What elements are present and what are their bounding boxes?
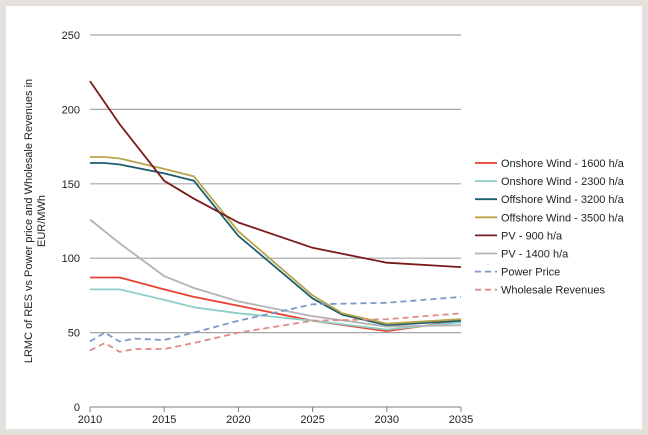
legend-label-6: PV - 1400 h/a bbox=[501, 249, 569, 261]
x-tick-label-2020: 2020 bbox=[226, 414, 250, 426]
y-tick-label-0: 0 bbox=[74, 402, 80, 414]
chart-frame: 0 50 100 150 200 250 2010 2015 2020 2025 2030 2035 L… bbox=[6, 6, 642, 429]
series-line-8 bbox=[89, 312, 462, 353]
y-tick-label-250: 250 bbox=[62, 30, 80, 42]
x-tick-label-2035: 2035 bbox=[449, 414, 473, 426]
legend-label-5: PV - 900 h/a bbox=[501, 230, 563, 242]
series-line-5 bbox=[89, 80, 462, 268]
x-tick-label-2015: 2015 bbox=[152, 414, 176, 426]
y-tick-label-150: 150 bbox=[62, 179, 80, 191]
series-line-7 bbox=[89, 296, 462, 343]
legend-label-1: Onshore Wind - 1600 h/a bbox=[501, 158, 625, 170]
legend-label-4: Offshore Wind - 3500 h/a bbox=[501, 212, 625, 224]
x-tick-label-2010: 2010 bbox=[78, 414, 102, 426]
y-tick-label-200: 200 bbox=[62, 104, 80, 116]
legend-label-3: Offshore Wind - 3200 h/a bbox=[501, 194, 625, 206]
series-line-4 bbox=[90, 156, 462, 325]
legend-label-2: Onshore Wind - 2300 h/a bbox=[501, 176, 625, 188]
x-tick-label-2030: 2030 bbox=[375, 414, 399, 426]
series-line-1 bbox=[90, 276, 462, 332]
x-tick-label-2025: 2025 bbox=[300, 414, 324, 426]
y-axis-label-line-2: EUR/MWh bbox=[36, 195, 48, 247]
line-chart: 0 50 100 150 200 250 2010 2015 2020 2025 2030 2035 L… bbox=[23, 30, 625, 426]
legend-label-8: Wholesale Revenues bbox=[501, 285, 605, 297]
legend-label-7: Power Price bbox=[501, 267, 560, 279]
y-tick-label-50: 50 bbox=[68, 328, 80, 340]
series-line-2 bbox=[90, 288, 462, 331]
y-axis-label-line-1: LRMC of RES vs Power price and Wholesale… bbox=[23, 79, 35, 363]
y-tick-label-100: 100 bbox=[62, 253, 80, 265]
series-line-6 bbox=[89, 218, 462, 328]
